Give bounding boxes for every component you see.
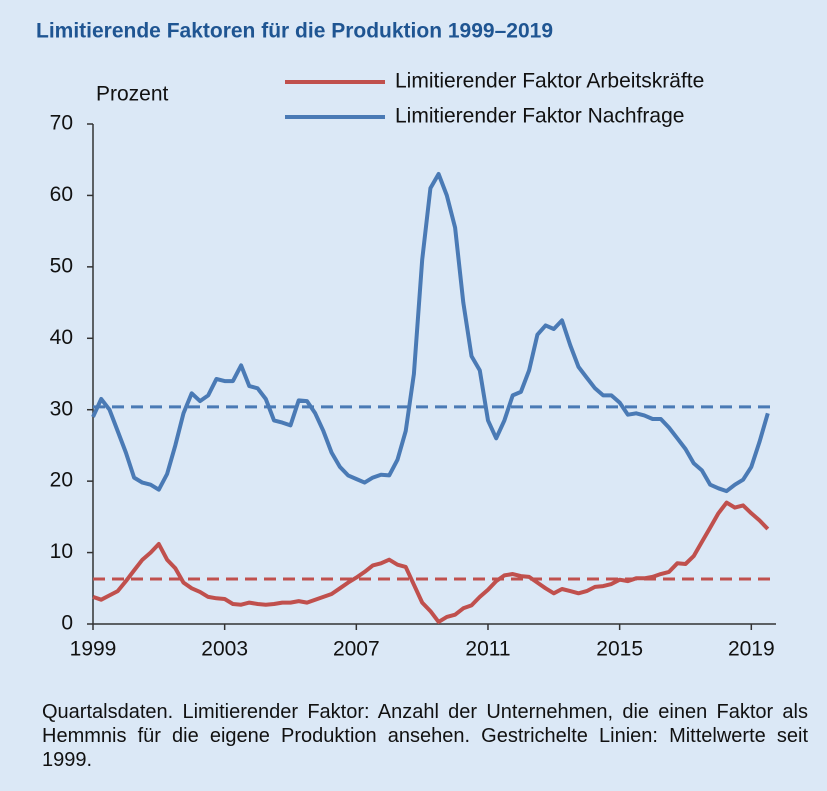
x-tick-label: 1999 xyxy=(70,638,117,661)
y-tick-label: 70 xyxy=(50,112,73,135)
y-tick-label: 20 xyxy=(50,469,73,492)
chart: Limitierende Faktoren für die Produktion… xyxy=(36,20,776,661)
y-tick-label: 0 xyxy=(61,612,73,635)
y-tick-label: 40 xyxy=(50,326,73,349)
legend-label: Limitierender Faktor Arbeitskräfte xyxy=(395,70,704,93)
x-tick-label: 2007 xyxy=(333,638,380,661)
y-tick-label: 10 xyxy=(50,540,73,563)
x-tick-label: 2003 xyxy=(201,638,248,661)
x-tick-label: 2015 xyxy=(596,638,643,661)
legend-label: Limitierender Faktor Nachfrage xyxy=(395,105,684,128)
y-tick-label: 50 xyxy=(50,254,73,277)
series-line xyxy=(92,500,770,624)
footnote: Quartalsdaten. Limitierender Faktor: Anz… xyxy=(42,701,808,771)
x-tick-label: 2011 xyxy=(465,638,510,661)
chart-title: Limitierende Faktoren für die Produktion… xyxy=(36,20,553,43)
y-tick-label: 30 xyxy=(50,397,73,420)
y-axis-label: Prozent xyxy=(96,83,169,106)
x-tick-label: 2019 xyxy=(728,638,775,661)
y-tick-label: 60 xyxy=(50,183,73,206)
series-line xyxy=(91,172,770,494)
